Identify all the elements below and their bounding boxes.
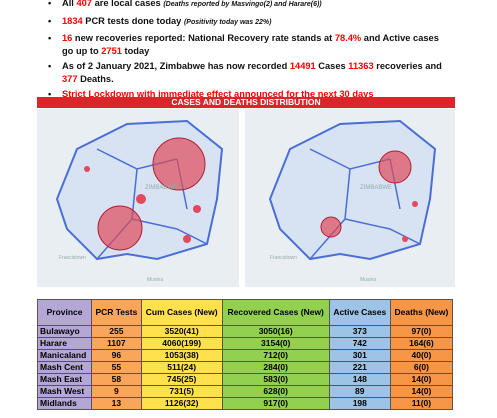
bullet-text: Deaths. — [77, 73, 114, 84]
bullet-list: All 407 are local cases (Deaths reported… — [48, 0, 448, 104]
table-cell: 4060(199) — [140, 337, 223, 350]
table-cell: Mash Cent — [36, 361, 93, 374]
table-cell: 628(0) — [221, 385, 330, 398]
table-cell: 1126(32) — [140, 397, 223, 410]
map-label: Francistown — [270, 255, 297, 261]
bullet-text: new recoveries reported: National Recove… — [72, 33, 335, 43]
table-cell: 917(0) — [221, 397, 330, 410]
table-cell: 14(0) — [389, 385, 454, 398]
bullet-text: Cases — [315, 61, 349, 71]
table-cell: 11(0) — [389, 397, 454, 410]
bullet-text: today — [121, 45, 150, 56]
bullet: Strict Lockdown with immediate effect an… — [48, 88, 448, 101]
table-cell: 55 — [91, 361, 142, 374]
table-cell: 3520(41) — [140, 325, 223, 338]
table-cell: 745(25) — [140, 373, 223, 386]
table-row: Harare 1107 4060(199) 3154(0) 742 164(6) — [36, 337, 454, 350]
bullet-text: PCR tests done today — [82, 15, 184, 26]
section-banner: CASES AND DEATHS DISTRIBUTION — [37, 97, 455, 108]
map-left: ZIMBABWE Francistown Musina — [37, 109, 239, 287]
table-cell: 712(0) — [221, 349, 330, 362]
table-cell: 3050(16) — [221, 325, 330, 338]
bullet-text: are local cases — [91, 0, 164, 8]
table-cell: 40(0) — [389, 349, 454, 362]
table-cell: Mash West — [36, 385, 93, 398]
bullet-text: 1834 — [62, 15, 83, 26]
table-cell: 221 — [328, 361, 391, 374]
map-label: ZIMBABWE — [145, 185, 177, 191]
column-header: Province — [36, 299, 93, 326]
table-cell: 373 — [328, 325, 391, 338]
bullet-text: 78.4% — [334, 33, 362, 43]
bullet-text: 11363 — [348, 61, 374, 71]
table-cell: 6(0) — [389, 361, 454, 374]
table-cell: Midlands — [36, 397, 93, 410]
table-cell: 58 — [91, 373, 142, 386]
table-cell: 97(0) — [389, 325, 454, 338]
table-cell: 3154(0) — [221, 337, 330, 350]
table-cell: 13 — [91, 397, 142, 410]
map-right: ZIMBABWE Francistown Musina — [245, 109, 455, 287]
bullet-text: 377 — [62, 73, 78, 84]
table-cell: 89 — [328, 385, 391, 398]
bullet-text: (Deaths reported by Masvingo(2) and Hara… — [163, 1, 322, 8]
table-cell: 284(0) — [221, 361, 330, 374]
table-cell: 742 — [328, 337, 391, 350]
bullet-text: As of 2 January 2021, Zimbabwe has now r… — [62, 61, 290, 71]
table-cell: 511(24) — [140, 361, 223, 374]
bullet-text: recoveries and — [373, 61, 442, 71]
province-table: Province PCR Tests Cum Cases (New) Recovere… — [36, 299, 454, 410]
table-cell: 731(5) — [140, 385, 223, 398]
table-row: Bulawayo 255 3520(41) 3050(16) 373 97(0) — [36, 325, 454, 338]
bullet: 16 new recoveries reported: National Rec… — [48, 32, 448, 57]
table-cell: Mash East — [36, 373, 93, 386]
bullet: As of 2 January 2021, Zimbabwe has now r… — [48, 60, 448, 85]
table-cell: 164(6) — [389, 337, 454, 350]
bullet: 1834 PCR tests done today (Positivity to… — [48, 15, 448, 30]
column-header: Deaths (New) — [389, 299, 454, 326]
table-row: Mash Cent 55 511(24) 284(0) 221 6(0) — [36, 361, 454, 374]
table-cell: 301 — [328, 349, 391, 362]
bullet-text: 2751 — [101, 45, 122, 56]
table-cell: Manicaland — [36, 349, 93, 362]
column-header: Active Cases — [328, 299, 391, 326]
bullet-text: (Positivity today was 22%) — [183, 18, 272, 26]
table-row: Manicaland 96 1053(38) 712(0) 301 40(0) — [36, 349, 454, 362]
table-cell: 198 — [328, 397, 391, 410]
table-cell: 583(0) — [221, 373, 330, 386]
bullet: All 407 are local cases (Deaths reported… — [48, 0, 448, 12]
table-row: Mash East 58 745(25) 583(0) 148 14(0) — [36, 373, 454, 386]
table-row: Mash West 9 731(5) 628(0) 89 14(0) — [36, 385, 454, 398]
table-row: Midlands 13 1126(32) 917(0) 198 11(0) — [36, 397, 454, 410]
bullet-text: 16 — [62, 33, 73, 43]
map-label: Francistown — [59, 255, 86, 261]
bullet-text: All — [62, 0, 77, 8]
column-header: PCR Tests — [91, 299, 142, 326]
column-header: Recovered Cases (New) — [221, 299, 330, 326]
bullet-text: 14491 — [289, 61, 316, 71]
table-cell: 9 — [91, 385, 142, 398]
table-cell: 148 — [328, 373, 391, 386]
map-label: Musina — [147, 277, 163, 283]
table-cell: 1107 — [91, 337, 142, 350]
table-cell: 14(0) — [389, 373, 454, 386]
table-cell: Harare — [36, 337, 93, 350]
table-cell: 96 — [91, 349, 142, 362]
bullet-text: 407 — [76, 0, 92, 8]
table-cell: 255 — [91, 325, 142, 338]
column-header: Cum Cases (New) — [140, 299, 223, 326]
table-cell: Bulawayo — [36, 325, 93, 338]
table-cell: 1053(38) — [140, 349, 223, 362]
bullet-text: and Active cases go up to — [62, 33, 439, 56]
bullet-text: Strict Lockdown with immediate effect an… — [62, 89, 374, 99]
map-label: ZIMBABWE — [360, 185, 392, 191]
map-label: Musina — [360, 277, 376, 283]
